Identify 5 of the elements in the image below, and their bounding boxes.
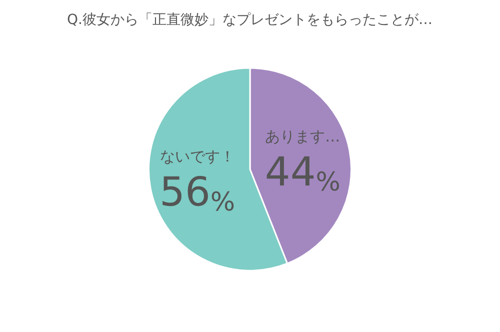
slice-label: ないです！ bbox=[160, 147, 235, 166]
chart-title: Q.彼女から「正直微妙」なプレゼントをもらったことが… bbox=[67, 12, 432, 28]
data-label: 44% bbox=[264, 149, 340, 198]
slice-label: あります… bbox=[265, 127, 340, 146]
data-label: 56% bbox=[160, 169, 236, 218]
